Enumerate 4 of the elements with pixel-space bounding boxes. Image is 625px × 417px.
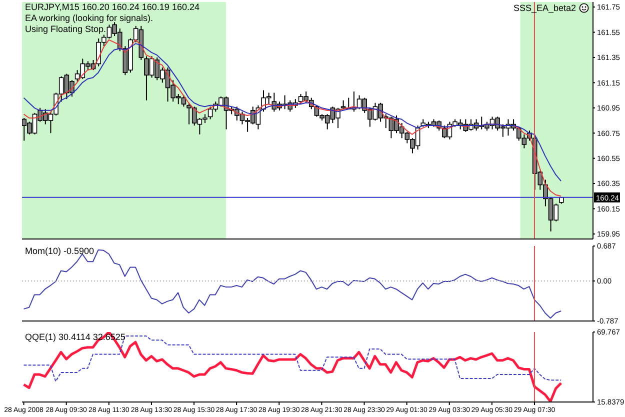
annotation: Using Floating Stop. bbox=[25, 24, 108, 35]
chart-title: EURJPY,M15 160.20 160.24 160.19 160.24 bbox=[25, 2, 200, 13]
chart-title: Mom(10) -0.5900 bbox=[25, 246, 94, 257]
annotation: EA working (looking for signals). bbox=[25, 13, 154, 24]
